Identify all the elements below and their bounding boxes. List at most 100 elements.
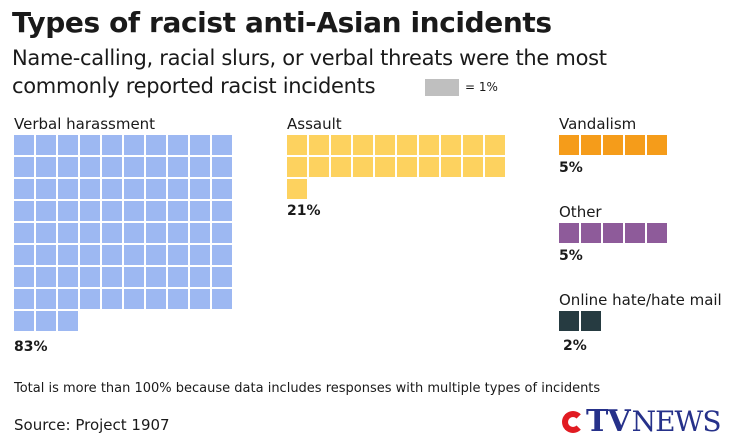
waffle-cell <box>625 223 645 243</box>
waffle-cell <box>559 135 579 155</box>
waffle-cell <box>603 223 623 243</box>
waffle-cell <box>80 157 100 177</box>
waffle-cell <box>419 157 439 177</box>
waffle-cell <box>14 201 34 221</box>
waffle-cell <box>58 135 78 155</box>
chart-title: Types of racist anti-Asian incidents <box>12 6 552 39</box>
legend: = 1% <box>425 78 498 96</box>
legend-label: = 1% <box>465 80 498 94</box>
waffle-cell <box>146 245 166 265</box>
waffle-cell <box>212 223 232 243</box>
footnote: Total is more than 100% because data inc… <box>14 381 601 396</box>
waffle-cell <box>14 245 34 265</box>
waffle-grid <box>559 135 669 157</box>
waffle-cell <box>14 179 34 199</box>
waffle-cell <box>36 179 56 199</box>
value-label-assault: 21% <box>287 203 321 219</box>
waffle-cell <box>190 289 210 309</box>
waffle-cell <box>80 135 100 155</box>
waffle-cell <box>463 135 483 155</box>
waffle-cell <box>190 223 210 243</box>
legend-swatch <box>425 78 459 96</box>
waffle-cell <box>331 157 351 177</box>
waffle-cell <box>58 267 78 287</box>
waffle-cell <box>190 135 210 155</box>
waffle-cell <box>58 311 78 331</box>
waffle-cell <box>625 135 645 155</box>
waffle-cell <box>375 135 395 155</box>
waffle-cell <box>146 267 166 287</box>
waffle-cell <box>102 223 122 243</box>
waffle-cell <box>287 157 307 177</box>
category-label: Vandalism <box>559 115 637 133</box>
waffle-grid <box>14 135 234 333</box>
waffle-cell <box>146 289 166 309</box>
waffle-cell <box>36 223 56 243</box>
waffle-cell <box>168 223 188 243</box>
group-verbal-harassment: Verbal harassment <box>14 115 234 333</box>
value-label-verbal-harassment: 83% <box>14 339 48 355</box>
waffle-cell <box>559 311 579 331</box>
waffle-cell <box>146 179 166 199</box>
waffle-cell <box>581 311 601 331</box>
waffle-cell <box>212 179 232 199</box>
ctv-c-icon <box>562 410 584 433</box>
waffle-cell <box>36 245 56 265</box>
category-label: Verbal harassment <box>14 115 156 133</box>
logo-letters: TV <box>586 404 631 439</box>
category-label: Online hate/hate mail <box>559 291 722 309</box>
waffle-cell <box>212 157 232 177</box>
waffle-cell <box>647 135 667 155</box>
waffle-cell <box>168 267 188 287</box>
waffle-cell <box>80 289 100 309</box>
waffle-cell <box>58 201 78 221</box>
waffle-cell <box>58 179 78 199</box>
waffle-cell <box>14 223 34 243</box>
chart-subtitle: Name-calling, racial slurs, or verbal th… <box>12 46 607 98</box>
waffle-cell <box>124 223 144 243</box>
waffle-cell <box>146 223 166 243</box>
waffle-cell <box>463 157 483 177</box>
group-vandalism: Vandalism <box>559 115 669 157</box>
waffle-cell <box>419 135 439 155</box>
waffle-cell <box>124 267 144 287</box>
waffle-cell <box>14 267 34 287</box>
waffle-cell <box>36 157 56 177</box>
waffle-cell <box>168 245 188 265</box>
waffle-cell <box>36 135 56 155</box>
waffle-cell <box>397 135 417 155</box>
waffle-cell <box>102 179 122 199</box>
waffle-cell <box>80 223 100 243</box>
waffle-cell <box>124 201 144 221</box>
waffle-cell <box>212 135 232 155</box>
waffle-cell <box>485 135 505 155</box>
waffle-cell <box>124 179 144 199</box>
category-label: Assault <box>287 115 342 133</box>
ctv-news-logo: TV NEWS <box>562 404 722 439</box>
waffle-cell <box>102 201 122 221</box>
waffle-cell <box>603 135 623 155</box>
waffle-grid <box>559 311 603 333</box>
waffle-cell <box>441 157 461 177</box>
group-online-hate: Online hate/hate mail <box>559 291 722 333</box>
waffle-cell <box>353 135 373 155</box>
waffle-cell <box>190 201 210 221</box>
waffle-cell <box>190 157 210 177</box>
waffle-cell <box>102 157 122 177</box>
waffle-cell <box>212 267 232 287</box>
waffle-cell <box>190 245 210 265</box>
waffle-cell <box>309 135 329 155</box>
waffle-cell <box>80 267 100 287</box>
group-other: Other <box>559 203 669 245</box>
waffle-cell <box>102 245 122 265</box>
waffle-cell <box>124 289 144 309</box>
waffle-cell <box>559 223 579 243</box>
waffle-cell <box>80 179 100 199</box>
waffle-cell <box>36 201 56 221</box>
waffle-cell <box>124 245 144 265</box>
waffle-cell <box>36 267 56 287</box>
waffle-cell <box>146 201 166 221</box>
waffle-cell <box>14 135 34 155</box>
waffle-cell <box>287 179 307 199</box>
waffle-cell <box>80 201 100 221</box>
